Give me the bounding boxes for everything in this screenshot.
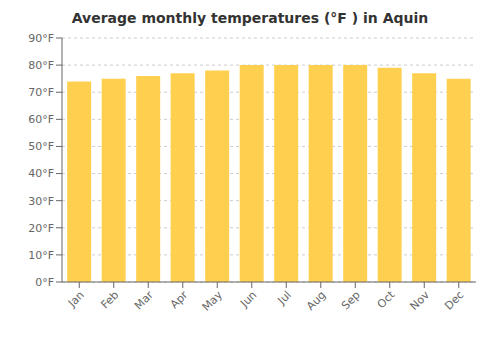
svg-text:Apr: Apr — [168, 288, 191, 311]
svg-text:10°F: 10°F — [28, 249, 54, 262]
svg-text:90°F: 90°F — [28, 32, 54, 45]
svg-text:70°F: 70°F — [28, 86, 54, 99]
svg-text:Oct: Oct — [375, 288, 398, 311]
svg-text:Feb: Feb — [98, 288, 121, 311]
svg-text:Mar: Mar — [132, 288, 156, 312]
svg-text:80°F: 80°F — [28, 59, 54, 72]
html-text:Average monthly temperatures (: Average monthly temperatures (°F ) in Aq… — [71, 10, 429, 26]
svg-text:Aug: Aug — [304, 288, 328, 312]
svg-text:May: May — [200, 288, 226, 314]
svg-text:60°F: 60°F — [28, 113, 54, 126]
svg-text:Sep: Sep — [339, 288, 363, 312]
svg-text:30°F: 30°F — [28, 195, 54, 208]
svg-text:0°F: 0°F — [35, 276, 54, 289]
svg-text:Dec: Dec — [442, 288, 466, 312]
svg-text:50°F: 50°F — [28, 140, 54, 153]
svg-text:Jun: Jun — [237, 288, 259, 310]
svg-text:Jul: Jul — [275, 288, 294, 307]
svg-text:40°F: 40°F — [28, 167, 54, 180]
svg-text:20°F: 20°F — [28, 222, 54, 235]
svg-text:Jan: Jan — [65, 288, 87, 310]
svg-text:Nov: Nov — [408, 288, 433, 313]
